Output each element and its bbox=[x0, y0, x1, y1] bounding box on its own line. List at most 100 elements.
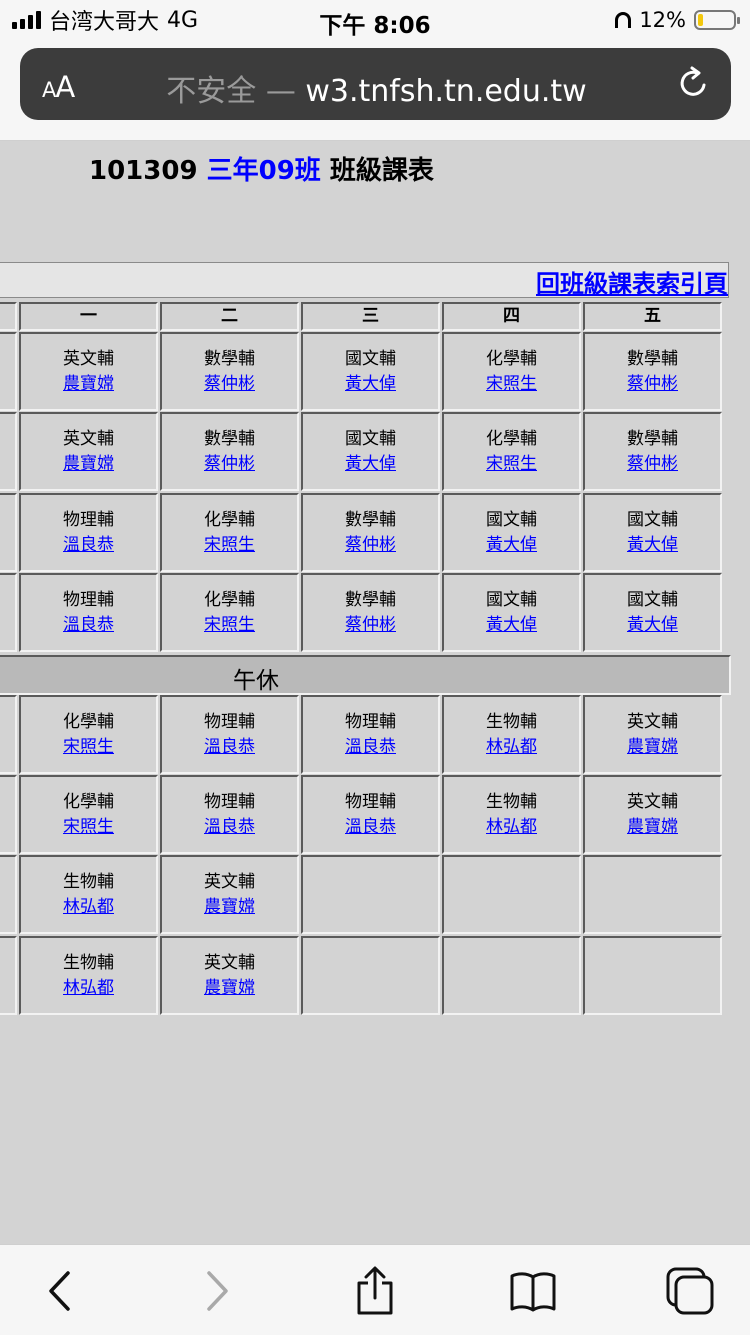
teacher-link[interactable]: 黃大倬 bbox=[486, 615, 537, 635]
teacher-link[interactable]: 蔡仲彬 bbox=[627, 374, 678, 394]
subject-label: 英文輔 bbox=[627, 792, 678, 812]
teacher-link[interactable]: 溫良恭 bbox=[63, 535, 114, 555]
teacher-link[interactable]: 宋照生 bbox=[486, 454, 537, 474]
class-code: 101309 bbox=[89, 156, 198, 186]
class-cell: 物理輔 溫良恭 bbox=[160, 775, 299, 854]
subject-label: 英文輔 bbox=[63, 429, 114, 449]
teacher-link[interactable]: 宋照生 bbox=[63, 817, 114, 837]
teacher-link[interactable]: 黃大倬 bbox=[627, 615, 678, 635]
subject-label: 國文輔 bbox=[345, 349, 396, 369]
class-cell: 生物輔 林弘都 bbox=[442, 775, 581, 854]
teacher-link[interactable]: 林弘都 bbox=[486, 737, 537, 757]
signal-icon bbox=[12, 11, 41, 29]
day-header-fri: 五 bbox=[583, 302, 722, 331]
class-cell: 化學輔 宋照生 bbox=[442, 332, 581, 411]
class-cell: 國文輔 黃大倬 bbox=[442, 573, 581, 652]
class-cell: 生物輔 林弘都 bbox=[19, 936, 158, 1015]
teacher-link[interactable]: 黃大倬 bbox=[486, 535, 537, 555]
teacher-link[interactable]: 林弘都 bbox=[63, 978, 114, 998]
page-content: 101309 三年09班 班級課表 回班級課表索引頁 一 二 三 四 五 英文輔… bbox=[0, 141, 750, 1244]
subject-label: 國文輔 bbox=[486, 510, 537, 530]
subject-label: 化學輔 bbox=[486, 429, 537, 449]
empty-cell bbox=[301, 855, 440, 934]
class-cell: 物理輔 溫良恭 bbox=[160, 695, 299, 774]
teacher-link[interactable]: 蔡仲彬 bbox=[345, 615, 396, 635]
teacher-link[interactable]: 蔡仲彬 bbox=[345, 535, 396, 555]
back-icon[interactable] bbox=[35, 1265, 87, 1317]
subject-label: 數學輔 bbox=[204, 349, 255, 369]
subject-label: 物理輔 bbox=[204, 712, 255, 732]
subject-label: 物理輔 bbox=[345, 792, 396, 812]
period-cell bbox=[0, 332, 17, 411]
class-name: 三年09班 bbox=[206, 156, 321, 186]
teacher-link[interactable]: 溫良恭 bbox=[345, 817, 396, 837]
teacher-link[interactable]: 蔡仲彬 bbox=[204, 374, 255, 394]
class-cell: 化學輔 宋照生 bbox=[442, 412, 581, 491]
teacher-link[interactable]: 宋照生 bbox=[204, 615, 255, 635]
page-title: 101309 三年09班 班級課表 bbox=[89, 150, 434, 187]
battery-percent: 12% bbox=[639, 8, 686, 32]
teacher-link[interactable]: 農寶嫦 bbox=[627, 737, 678, 757]
class-cell: 化學輔 宋照生 bbox=[160, 493, 299, 572]
url-display[interactable]: 不安全 — w3.tnfsh.tn.edu.tw bbox=[166, 74, 587, 109]
teacher-link[interactable]: 蔡仲彬 bbox=[627, 454, 678, 474]
teacher-link[interactable]: 宋照生 bbox=[486, 374, 537, 394]
teacher-link[interactable]: 宋照生 bbox=[63, 737, 114, 757]
day-header-thu: 四 bbox=[442, 302, 581, 331]
subject-label: 化學輔 bbox=[204, 510, 255, 530]
teacher-link[interactable]: 溫良恭 bbox=[63, 615, 114, 635]
period-cell bbox=[0, 775, 17, 854]
teacher-link[interactable]: 黃大倬 bbox=[345, 454, 396, 474]
class-cell: 物理輔 溫良恭 bbox=[19, 573, 158, 652]
status-right: 12% bbox=[615, 6, 740, 34]
subject-label: 數學輔 bbox=[627, 429, 678, 449]
bookmarks-icon[interactable] bbox=[507, 1265, 559, 1317]
day-header-tue: 二 bbox=[160, 302, 299, 331]
teacher-link[interactable]: 溫良恭 bbox=[345, 737, 396, 757]
teacher-link[interactable]: 溫良恭 bbox=[204, 737, 255, 757]
class-cell: 國文輔 黃大倬 bbox=[301, 412, 440, 491]
teacher-link[interactable]: 黃大倬 bbox=[345, 374, 396, 394]
subject-label: 英文輔 bbox=[204, 872, 255, 892]
subject-label: 物理輔 bbox=[63, 590, 114, 610]
back-to-index-link[interactable]: 回班級課表索引頁 bbox=[536, 270, 728, 298]
teacher-link[interactable]: 林弘都 bbox=[486, 817, 537, 837]
teacher-link[interactable]: 農寶嫦 bbox=[627, 817, 678, 837]
class-cell: 英文輔 農寶嫦 bbox=[583, 695, 722, 774]
subject-label: 生物輔 bbox=[486, 712, 537, 732]
class-cell: 生物輔 林弘都 bbox=[442, 695, 581, 774]
teacher-link[interactable]: 黃大倬 bbox=[627, 535, 678, 555]
teacher-link[interactable]: 農寶嫦 bbox=[63, 454, 114, 474]
class-cell: 國文輔 黃大倬 bbox=[583, 493, 722, 572]
teacher-link[interactable]: 宋照生 bbox=[204, 535, 255, 555]
empty-cell bbox=[583, 855, 722, 934]
class-cell: 化學輔 宋照生 bbox=[160, 573, 299, 652]
teacher-link[interactable]: 農寶嫦 bbox=[204, 897, 255, 917]
lunch-break-row: 午休 bbox=[0, 655, 731, 695]
subject-label: 國文輔 bbox=[627, 510, 678, 530]
teacher-link[interactable]: 溫良恭 bbox=[204, 817, 255, 837]
subject-label: 數學輔 bbox=[627, 349, 678, 369]
tabs-icon[interactable] bbox=[664, 1265, 716, 1317]
subject-label: 生物輔 bbox=[63, 953, 114, 973]
teacher-link[interactable]: 林弘都 bbox=[63, 897, 114, 917]
period-cell bbox=[0, 412, 17, 491]
subject-label: 國文輔 bbox=[486, 590, 537, 610]
teacher-link[interactable]: 蔡仲彬 bbox=[204, 454, 255, 474]
class-cell: 英文輔 農寶嫦 bbox=[160, 855, 299, 934]
status-bar: 台湾大哥大 4G 下午 8:06 12% bbox=[0, 0, 750, 40]
address-bar[interactable]: AA 不安全 — w3.tnfsh.tn.edu.tw bbox=[20, 48, 731, 120]
teacher-link[interactable]: 農寶嫦 bbox=[204, 978, 255, 998]
subject-label: 國文輔 bbox=[345, 429, 396, 449]
subject-label: 數學輔 bbox=[345, 590, 396, 610]
browser-address-area: AA 不安全 — w3.tnfsh.tn.edu.tw bbox=[0, 40, 750, 141]
battery-icon bbox=[694, 10, 740, 30]
subject-label: 英文輔 bbox=[204, 953, 255, 973]
share-icon[interactable] bbox=[349, 1265, 401, 1317]
teacher-link[interactable]: 農寶嫦 bbox=[63, 374, 114, 394]
carrier-label: 台湾大哥大 bbox=[49, 10, 160, 35]
reload-icon[interactable] bbox=[677, 66, 711, 100]
browser-toolbar bbox=[0, 1244, 750, 1335]
reader-options-button[interactable]: AA bbox=[42, 70, 75, 104]
forward-icon[interactable] bbox=[190, 1265, 242, 1317]
